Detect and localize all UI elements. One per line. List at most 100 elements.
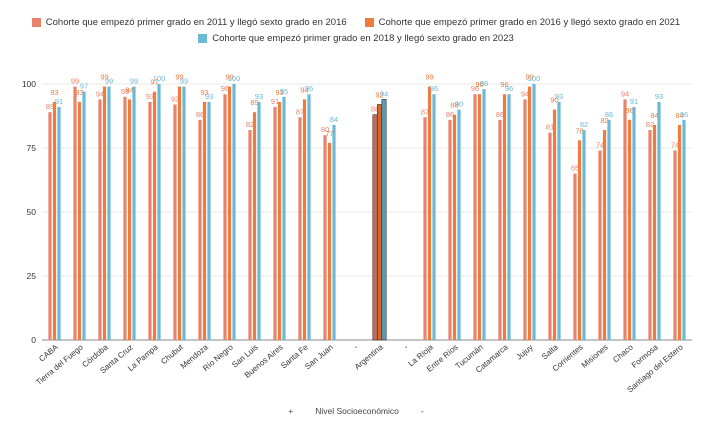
data-label-San Juan-series-0: 80 xyxy=(321,125,329,134)
bar-Tierra del Fuego-series-0 xyxy=(73,86,77,340)
data-label-Tucumán-series-0: 96 xyxy=(471,84,479,93)
data-label-San Luis-series-2: 93 xyxy=(255,92,263,101)
bar-Misiones-series-2 xyxy=(607,119,611,340)
bar-Tierra del Fuego-series-2 xyxy=(82,91,86,341)
legend-swatch-2016 xyxy=(364,17,374,27)
data-label-Chubut-series-1: 99 xyxy=(175,73,183,82)
bar-Santiago del Estero-series-0 xyxy=(673,150,677,340)
data-label-Santa Cruz-series-0: 95 xyxy=(121,87,129,96)
bar-Corrientes-series-2 xyxy=(582,130,586,340)
legend-item-2018[interactable]: Cohorte que empezó primer grado en 2018 … xyxy=(198,33,514,44)
data-label-Buenos Aires-series-1: 93 xyxy=(275,88,283,97)
bar-Salta-series-1 xyxy=(552,109,557,340)
x-tick-label-1: Tierra del Fuego xyxy=(34,342,85,387)
data-label-Chaco-series-0: 94 xyxy=(621,89,629,98)
bar-Mendoza-series-1 xyxy=(202,101,207,340)
bar-Córdoba-series-0 xyxy=(98,99,102,340)
bar-Entre Ríos-series-2 xyxy=(457,109,461,340)
bar-Chaco-series-2 xyxy=(632,107,636,340)
legend-item-2016[interactable]: Cohorte que empezó primer grado en 2016 … xyxy=(364,17,680,28)
data-label-Chaco-series-1: 86 xyxy=(625,106,633,115)
bar-San Luis-series-0 xyxy=(248,130,252,340)
data-label-La Pampa-series-1: 97 xyxy=(150,78,158,87)
legend-swatch-2011 xyxy=(31,17,41,27)
bar-Santa Cruz-series-2 xyxy=(132,86,136,340)
x-tick-label-13: Argentina xyxy=(353,342,385,371)
data-label-La Rioja-series-0: 87 xyxy=(421,107,429,116)
collapse-button[interactable]: - xyxy=(420,406,424,416)
bar-Argentina-series-2 xyxy=(381,99,387,341)
legend-swatch-2018 xyxy=(198,33,208,43)
bar-Jujuy-series-0 xyxy=(523,99,527,340)
y-tick-label-25: 25 xyxy=(27,271,37,281)
bar-Santa Fe-series-0 xyxy=(298,117,302,340)
bar-San Luis-series-1 xyxy=(252,112,257,340)
y-tick-label-0: 0 xyxy=(31,335,36,345)
y-tick-label-100: 100 xyxy=(22,79,36,89)
data-label-Argentina-series-0: 88 xyxy=(371,105,379,114)
data-label-Jujuy-series-2: 100 xyxy=(528,74,541,83)
bar-San Juan-series-2 xyxy=(332,124,336,341)
data-label-Catamarca-series-2: 96 xyxy=(505,84,513,93)
bar-Santa Cruz-series-1 xyxy=(127,99,132,340)
bar-Corrientes-series-0 xyxy=(573,173,577,340)
x-tick-label-20: Salta xyxy=(540,342,560,361)
data-label-Argentina-series-2: 94 xyxy=(380,89,388,98)
data-label-Santa Cruz-series-1: 94 xyxy=(125,85,133,94)
bar-Argentina-series-0 xyxy=(372,114,378,341)
bar-CABA-series-2 xyxy=(57,107,61,340)
legend-item-2011[interactable]: Cohorte que empezó primer grado en 2011 … xyxy=(31,16,347,28)
data-label-Córdoba-series-2: 99 xyxy=(105,77,113,86)
bar-Catamarca-series-1 xyxy=(502,94,507,341)
bar-Jujuy-series-1 xyxy=(527,86,532,340)
bar-Chubut-series-0 xyxy=(173,104,177,340)
bar-Entre Ríos-series-0 xyxy=(448,119,452,340)
chart-legend: Cohorte que empezó primer grado en 2011 … xyxy=(0,14,712,46)
x-tick-label-11: San Juan xyxy=(303,343,335,372)
data-label-La Pampa-series-2: 100 xyxy=(153,74,166,83)
data-label-Río Negro-series-0: 96 xyxy=(221,84,229,93)
bar-Chubut-series-1 xyxy=(177,86,182,340)
legend-label-2011: Cohorte que empezó primer grado en 2011 … xyxy=(45,16,347,28)
bar-Catamarca-series-0 xyxy=(498,119,502,340)
data-label-Corrientes-series-2: 82 xyxy=(580,120,588,129)
bar-Chaco-series-1 xyxy=(627,119,632,340)
chart-footer: + Nivel Socioeconómico - xyxy=(0,406,712,416)
bar-Mendoza-series-2 xyxy=(207,101,211,340)
bar-Formosa-series-1 xyxy=(652,124,657,341)
bar-La Pampa-series-2 xyxy=(157,84,161,340)
bar-Santa Fe-series-1 xyxy=(302,99,307,340)
data-label-Catamarca-series-1: 96 xyxy=(500,80,508,89)
bar-La Rioja-series-2 xyxy=(432,94,436,341)
data-label-Misiones-series-1: 82 xyxy=(600,116,608,125)
bar-Córdoba-series-1 xyxy=(102,86,107,340)
bar-La Rioja-series-0 xyxy=(423,117,427,340)
data-label-Entre Ríos-series-0: 86 xyxy=(446,110,454,119)
bar-Río Negro-series-0 xyxy=(223,94,227,341)
bar-Chaco-series-0 xyxy=(623,99,627,340)
data-label-Río Negro-series-1: 99 xyxy=(225,73,233,82)
x-tick-label-19: Jujuy xyxy=(515,343,535,362)
bar-Catamarca-series-2 xyxy=(507,94,511,341)
bar-Santiago del Estero-series-2 xyxy=(682,119,686,340)
data-label-Mendoza-series-2: 93 xyxy=(205,92,213,101)
data-label-Corrientes-series-0: 65 xyxy=(571,164,579,173)
data-label-La Rioja-series-2: 96 xyxy=(430,84,438,93)
data-label-Mendoza-series-1: 93 xyxy=(200,88,208,97)
data-label-Santa Fe-series-1: 94 xyxy=(300,85,308,94)
data-label-Tucumán-series-2: 98 xyxy=(480,79,488,88)
data-label-Córdoba-series-1: 99 xyxy=(100,73,108,82)
data-label-Corrientes-series-1: 78 xyxy=(575,126,583,135)
data-label-Santa Fe-series-0: 87 xyxy=(296,107,304,116)
bar-Chubut-series-2 xyxy=(182,86,186,340)
expand-button[interactable]: + xyxy=(288,406,294,416)
data-label-Salta-series-0: 81 xyxy=(546,123,554,132)
legend-label-2018: Cohorte que empezó primer grado en 2018 … xyxy=(212,32,514,44)
bar-Santa Cruz-series-0 xyxy=(123,96,127,340)
bar-Corrientes-series-1 xyxy=(577,140,582,340)
bar-CABA-series-1 xyxy=(52,101,57,340)
data-label-Santiago del Estero-series-0: 74 xyxy=(671,141,679,150)
y-tick-label-50: 50 xyxy=(27,207,37,217)
data-label-Mendoza-series-0: 86 xyxy=(196,110,204,119)
bar-Formosa-series-2 xyxy=(657,101,661,340)
